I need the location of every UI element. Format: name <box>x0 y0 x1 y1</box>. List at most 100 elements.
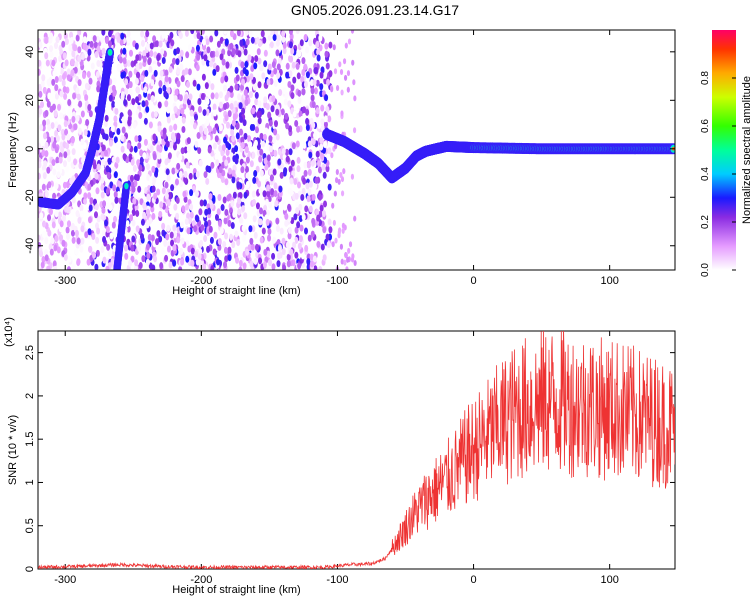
heatmap-cell <box>215 98 220 106</box>
heatmap-cell <box>45 59 50 67</box>
heatmap-cell <box>160 247 165 255</box>
heatmap-cell <box>321 163 326 171</box>
heatmap-cell <box>224 208 229 216</box>
heatmap-cell <box>340 258 344 265</box>
heatmap-cell <box>80 237 85 245</box>
heatmap-cell <box>172 143 177 151</box>
heatmap-cell <box>49 32 54 40</box>
heatmap-cell <box>330 152 334 159</box>
heatmap-cell <box>254 126 259 134</box>
heatmap-cell <box>278 89 283 97</box>
heatmap-cell <box>181 205 186 213</box>
heatmap-cell <box>202 109 207 117</box>
heatmap-cell <box>74 247 79 255</box>
heatmap-cell <box>128 70 133 78</box>
heatmap-cell <box>244 98 249 106</box>
heatmap-cell <box>229 85 234 93</box>
heatmap-cell <box>296 72 301 80</box>
heatmap-cell <box>187 68 192 76</box>
heatmap-cell <box>122 153 127 161</box>
heatmap-cell <box>86 258 91 266</box>
heatmap-cell <box>170 184 175 192</box>
heatmap-cell <box>51 103 56 111</box>
heatmap-cell <box>61 40 66 48</box>
heatmap-cell <box>232 210 237 218</box>
heatmap-cell <box>273 120 278 128</box>
heatmap-cell <box>105 265 110 270</box>
heatmap-cell <box>184 217 189 225</box>
heatmap-cell <box>237 197 242 205</box>
heatmap-cell <box>158 210 163 218</box>
heatmap-cell <box>43 178 48 186</box>
heatmap-cell <box>345 266 349 270</box>
heatmap-cell <box>243 191 248 199</box>
heatmap-cell <box>281 30 286 38</box>
heatmap-cell <box>165 140 170 148</box>
heatmap-cell <box>163 45 168 53</box>
heatmap-cell <box>146 193 151 201</box>
heatmap-cell <box>253 231 258 239</box>
heatmap-cell <box>256 73 261 81</box>
heatmap-cell <box>131 235 136 243</box>
heatmap-cell <box>175 196 180 204</box>
heatmap-cell <box>266 184 271 192</box>
heatmap-cell <box>275 39 280 47</box>
heatmap-cell <box>108 30 113 38</box>
heatmap-cell <box>51 159 56 167</box>
heatmap-cell <box>85 203 90 211</box>
heatmap-cell <box>219 53 224 61</box>
heatmap-cell <box>47 181 52 189</box>
heatmap-cell <box>283 167 288 175</box>
heatmap-cell <box>310 260 315 268</box>
heatmap-cell <box>95 35 100 43</box>
heatmap-cell <box>94 51 99 59</box>
heatmap-cell <box>108 130 113 138</box>
heatmap-cell <box>152 63 157 71</box>
heatmap-cell <box>105 165 110 173</box>
heatmap-cell <box>87 104 92 112</box>
heatmap-cell <box>292 241 297 249</box>
heatmap-cell <box>154 40 159 48</box>
heatmap-cell <box>88 77 93 85</box>
heatmap-cell <box>179 199 184 207</box>
heatmap-cell <box>262 36 267 44</box>
heatmap-cell <box>332 44 336 51</box>
heatmap-cell <box>289 177 294 185</box>
heatmap-cell <box>306 195 311 203</box>
heatmap-cell <box>203 234 208 242</box>
heatmap-cell <box>284 91 289 99</box>
heatmap-cell <box>66 68 71 76</box>
heatmap-cell <box>48 222 53 230</box>
heatmap-cell <box>315 150 320 158</box>
heatmap-cell <box>337 232 341 239</box>
heatmap-cell <box>190 247 195 255</box>
heatmap-cell <box>308 39 313 47</box>
heatmap-cell <box>132 164 137 172</box>
heatmap-cell <box>245 180 250 188</box>
heatmap-cell <box>253 257 258 265</box>
heatmap-cell <box>204 208 209 216</box>
heatmap-cell <box>237 93 242 101</box>
heatmap-cell <box>42 220 47 228</box>
heatmap-cell <box>212 142 217 150</box>
heatmap-cell <box>273 128 278 136</box>
heatmap-cell <box>95 70 100 78</box>
heatmap-cell <box>70 208 75 216</box>
heatmap-cell <box>232 113 237 121</box>
heatmap-cell <box>119 38 124 46</box>
heatmap-cell <box>255 202 260 210</box>
heatmap-cell <box>127 118 132 126</box>
heatmap-cell <box>42 172 47 180</box>
heatmap-cell <box>151 165 156 173</box>
heatmap-cell <box>232 191 237 199</box>
heatmap-cell <box>144 99 149 107</box>
heatmap-cell <box>241 224 246 232</box>
heatmap-cell <box>193 32 198 40</box>
heatmap-cell <box>76 237 81 245</box>
heatmap-cell <box>52 260 57 268</box>
heatmap-cell <box>198 208 203 216</box>
heatmap-cell <box>317 160 322 168</box>
heatmap-cell <box>256 143 261 151</box>
heatmap-cell <box>252 198 257 206</box>
